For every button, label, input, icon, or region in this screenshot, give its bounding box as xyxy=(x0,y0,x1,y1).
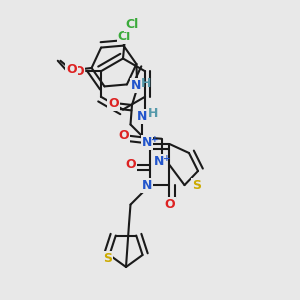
Text: N: N xyxy=(142,178,152,192)
Text: N: N xyxy=(142,136,152,149)
Text: O: O xyxy=(125,158,136,172)
Text: S: S xyxy=(192,178,201,192)
Text: O: O xyxy=(73,65,84,78)
Text: O: O xyxy=(108,97,119,110)
Text: +: + xyxy=(151,135,159,144)
Text: H: H xyxy=(148,107,158,120)
Text: O: O xyxy=(164,198,175,211)
Text: +: + xyxy=(163,154,171,163)
Text: S: S xyxy=(103,252,112,265)
Text: H: H xyxy=(141,76,151,90)
Text: N: N xyxy=(137,110,147,123)
Text: O: O xyxy=(118,129,129,142)
Text: N: N xyxy=(153,155,164,168)
Text: O: O xyxy=(66,63,76,76)
Text: N: N xyxy=(131,79,141,92)
Text: Cl: Cl xyxy=(125,18,138,32)
Text: Cl: Cl xyxy=(118,30,131,44)
